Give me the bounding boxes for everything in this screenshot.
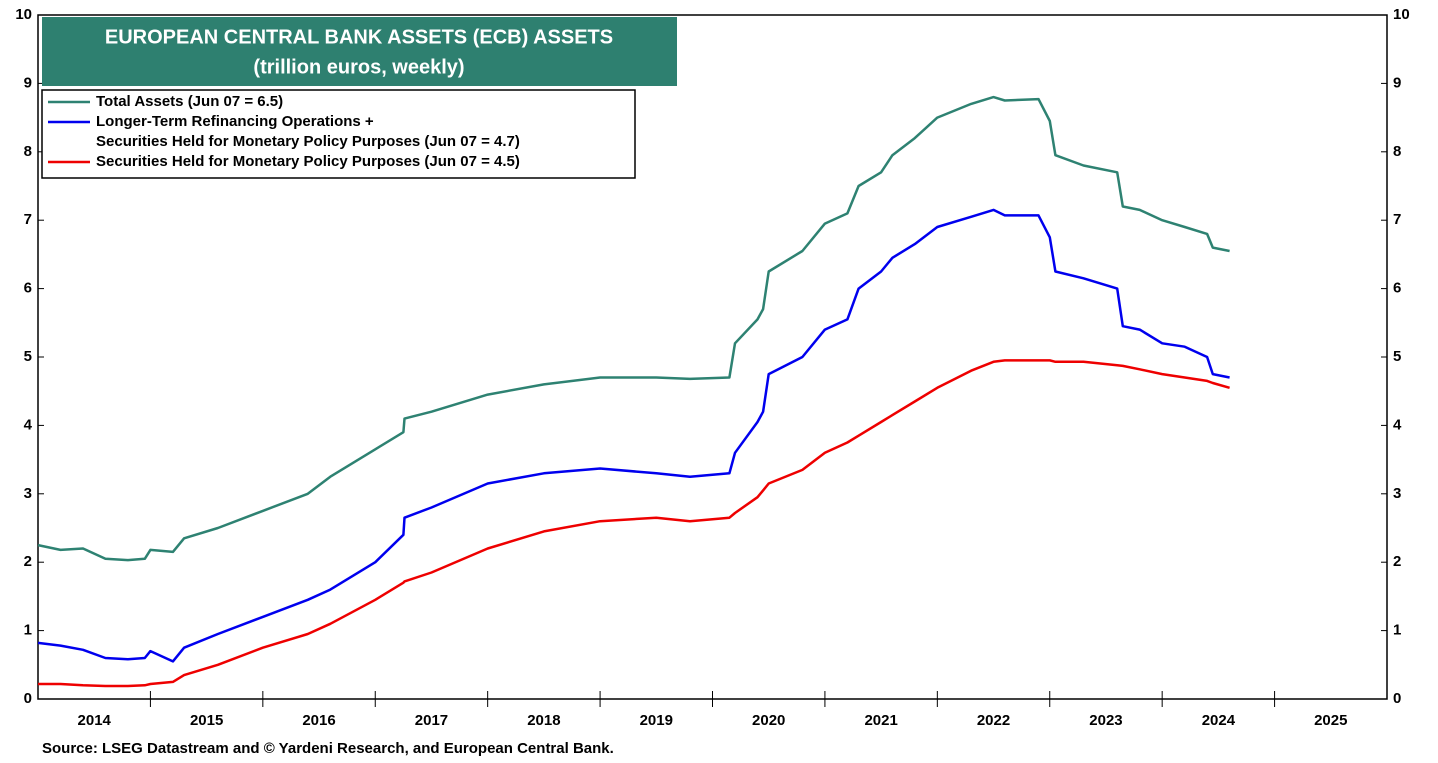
y-tick-label: 8 xyxy=(24,143,32,160)
x-tick-label: 2023 xyxy=(1089,712,1122,729)
x-tick-label: 2018 xyxy=(527,712,560,729)
y-tick-label: 6 xyxy=(24,280,32,297)
y-tick-label: 7 xyxy=(24,211,32,228)
y2-tick-label: 9 xyxy=(1393,74,1401,91)
y-tick-label: 9 xyxy=(24,74,32,91)
x-tick-label: 2017 xyxy=(415,712,448,729)
x-tick-label: 2015 xyxy=(190,712,223,729)
legend-label: Total Assets (Jun 07 = 6.5) xyxy=(96,93,283,110)
y-tick-label: 4 xyxy=(24,416,33,433)
y2-tick-label: 7 xyxy=(1393,211,1401,228)
y-tick-label: 5 xyxy=(24,348,32,365)
x-tick-label: 2022 xyxy=(977,712,1010,729)
y2-tick-label: 8 xyxy=(1393,143,1401,160)
x-tick-label: 2020 xyxy=(752,712,785,729)
series-line xyxy=(37,208,1230,663)
y-tick-label: 3 xyxy=(24,485,32,502)
y2-tick-label: 4 xyxy=(1393,416,1402,433)
y2-tick-label: 10 xyxy=(1393,6,1410,23)
series-line xyxy=(37,95,1230,562)
source-note: Source: LSEG Datastream and © Yardeni Re… xyxy=(42,740,614,757)
legend-label: Securities Held for Monetary Policy Purp… xyxy=(96,153,520,170)
y2-tick-label: 6 xyxy=(1393,280,1401,297)
title-box xyxy=(42,17,677,86)
x-tick-label: 2021 xyxy=(864,712,897,729)
legend-box xyxy=(41,89,636,179)
y-tick-label: 2 xyxy=(24,553,32,570)
y-tick-label: 0 xyxy=(24,690,32,707)
x-tick-label: 2025 xyxy=(1314,712,1347,729)
x-tick-label: 2016 xyxy=(302,712,335,729)
y2-tick-label: 5 xyxy=(1393,348,1401,365)
y-tick-label: 1 xyxy=(24,622,32,639)
legend-label: Longer-Term Refinancing Operations + Secu… xyxy=(96,113,520,150)
x-tick-label: 2014 xyxy=(78,712,112,729)
x-tick-label: 2019 xyxy=(640,712,673,729)
y2-tick-label: 1 xyxy=(1393,622,1401,639)
y-tick-label: 10 xyxy=(15,6,32,23)
y2-tick-label: 2 xyxy=(1393,553,1401,570)
y2-tick-label: 3 xyxy=(1393,485,1401,502)
x-tick-label: 2024 xyxy=(1202,712,1236,729)
series-line xyxy=(38,359,1230,688)
chart-title: EUROPEAN CENTRAL BANK ASSETS (ECB) ASSET… xyxy=(105,26,613,48)
y2-tick-label: 0 xyxy=(1393,690,1401,707)
chart-subtitle: (trillion euros, weekly) xyxy=(253,56,464,78)
